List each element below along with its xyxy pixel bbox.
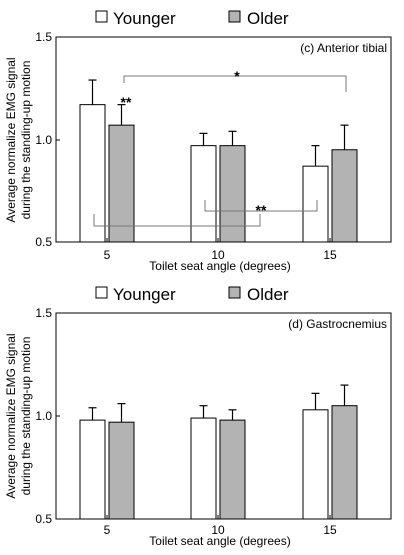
x-tick-label: 15 [323,523,337,537]
bar-younger-10 [190,417,217,520]
significance-bracket [93,214,261,227]
bar-younger-5 [79,419,106,520]
bar-older-15 [331,149,358,243]
x-tick-label: 15 [323,248,337,262]
y-tick-label: 0.5 [35,512,52,526]
bar-younger-5 [79,104,106,243]
significance-marker: ** [256,202,267,218]
bar-older-5 [108,124,135,243]
y-tick-label: 0.5 [35,235,52,249]
legend-label-older: Older [247,9,289,28]
x-tick-label: 5 [104,248,111,262]
x-axis-label: Toilet seat angle (degrees) [149,259,290,273]
y-tick-label: 1.0 [35,133,52,147]
significance-bracket [123,75,347,92]
legend-swatch-younger [95,10,108,23]
significance-bracket [204,200,318,212]
x-axis-label: Toilet seat angle (degrees) [149,534,290,548]
y-axis-label-line1: Average normalize EMG signal [4,57,18,222]
bar-younger-10 [190,145,217,243]
bar-younger-15 [302,165,329,243]
legend-swatch-older [228,10,241,23]
bar-older-10 [219,419,246,520]
legend-swatch-older [228,286,241,299]
y-tick-label: 1.5 [35,30,52,44]
panel-anterior-tibial: Younger Older Average normalize EMG sign… [4,9,392,273]
legend-label-younger: Younger [113,285,176,304]
bar-older-5 [108,421,135,520]
y-axis-label-line2: during the standing-up motion [19,61,33,220]
bars-group [79,384,358,520]
legend-swatch-younger [95,286,108,299]
significance-marker: ** [121,94,132,110]
bar-older-15 [331,405,358,520]
x-tick-label: 10 [211,248,225,262]
panel-label: (d) Gastrocnemius [288,317,387,331]
bar-younger-15 [302,409,329,520]
y-axis-label-line2: during the standing-up motion [19,337,33,496]
significance-marker: * [234,68,240,84]
panel-label: (c) Anterior tibial [300,41,387,55]
x-tick-label: 10 [211,523,225,537]
x-tick-label: 5 [104,523,111,537]
panel-gastrocnemius: Younger Older Average normalize EMG sign… [4,285,392,548]
legend-label-older: Older [247,285,289,304]
y-tick-label: 1.5 [35,306,52,320]
y-tick-label: 1.0 [35,409,52,423]
bar-older-10 [219,145,246,243]
legend-label-younger: Younger [113,9,176,28]
y-axis-label-line1: Average normalize EMG signal [4,333,18,498]
